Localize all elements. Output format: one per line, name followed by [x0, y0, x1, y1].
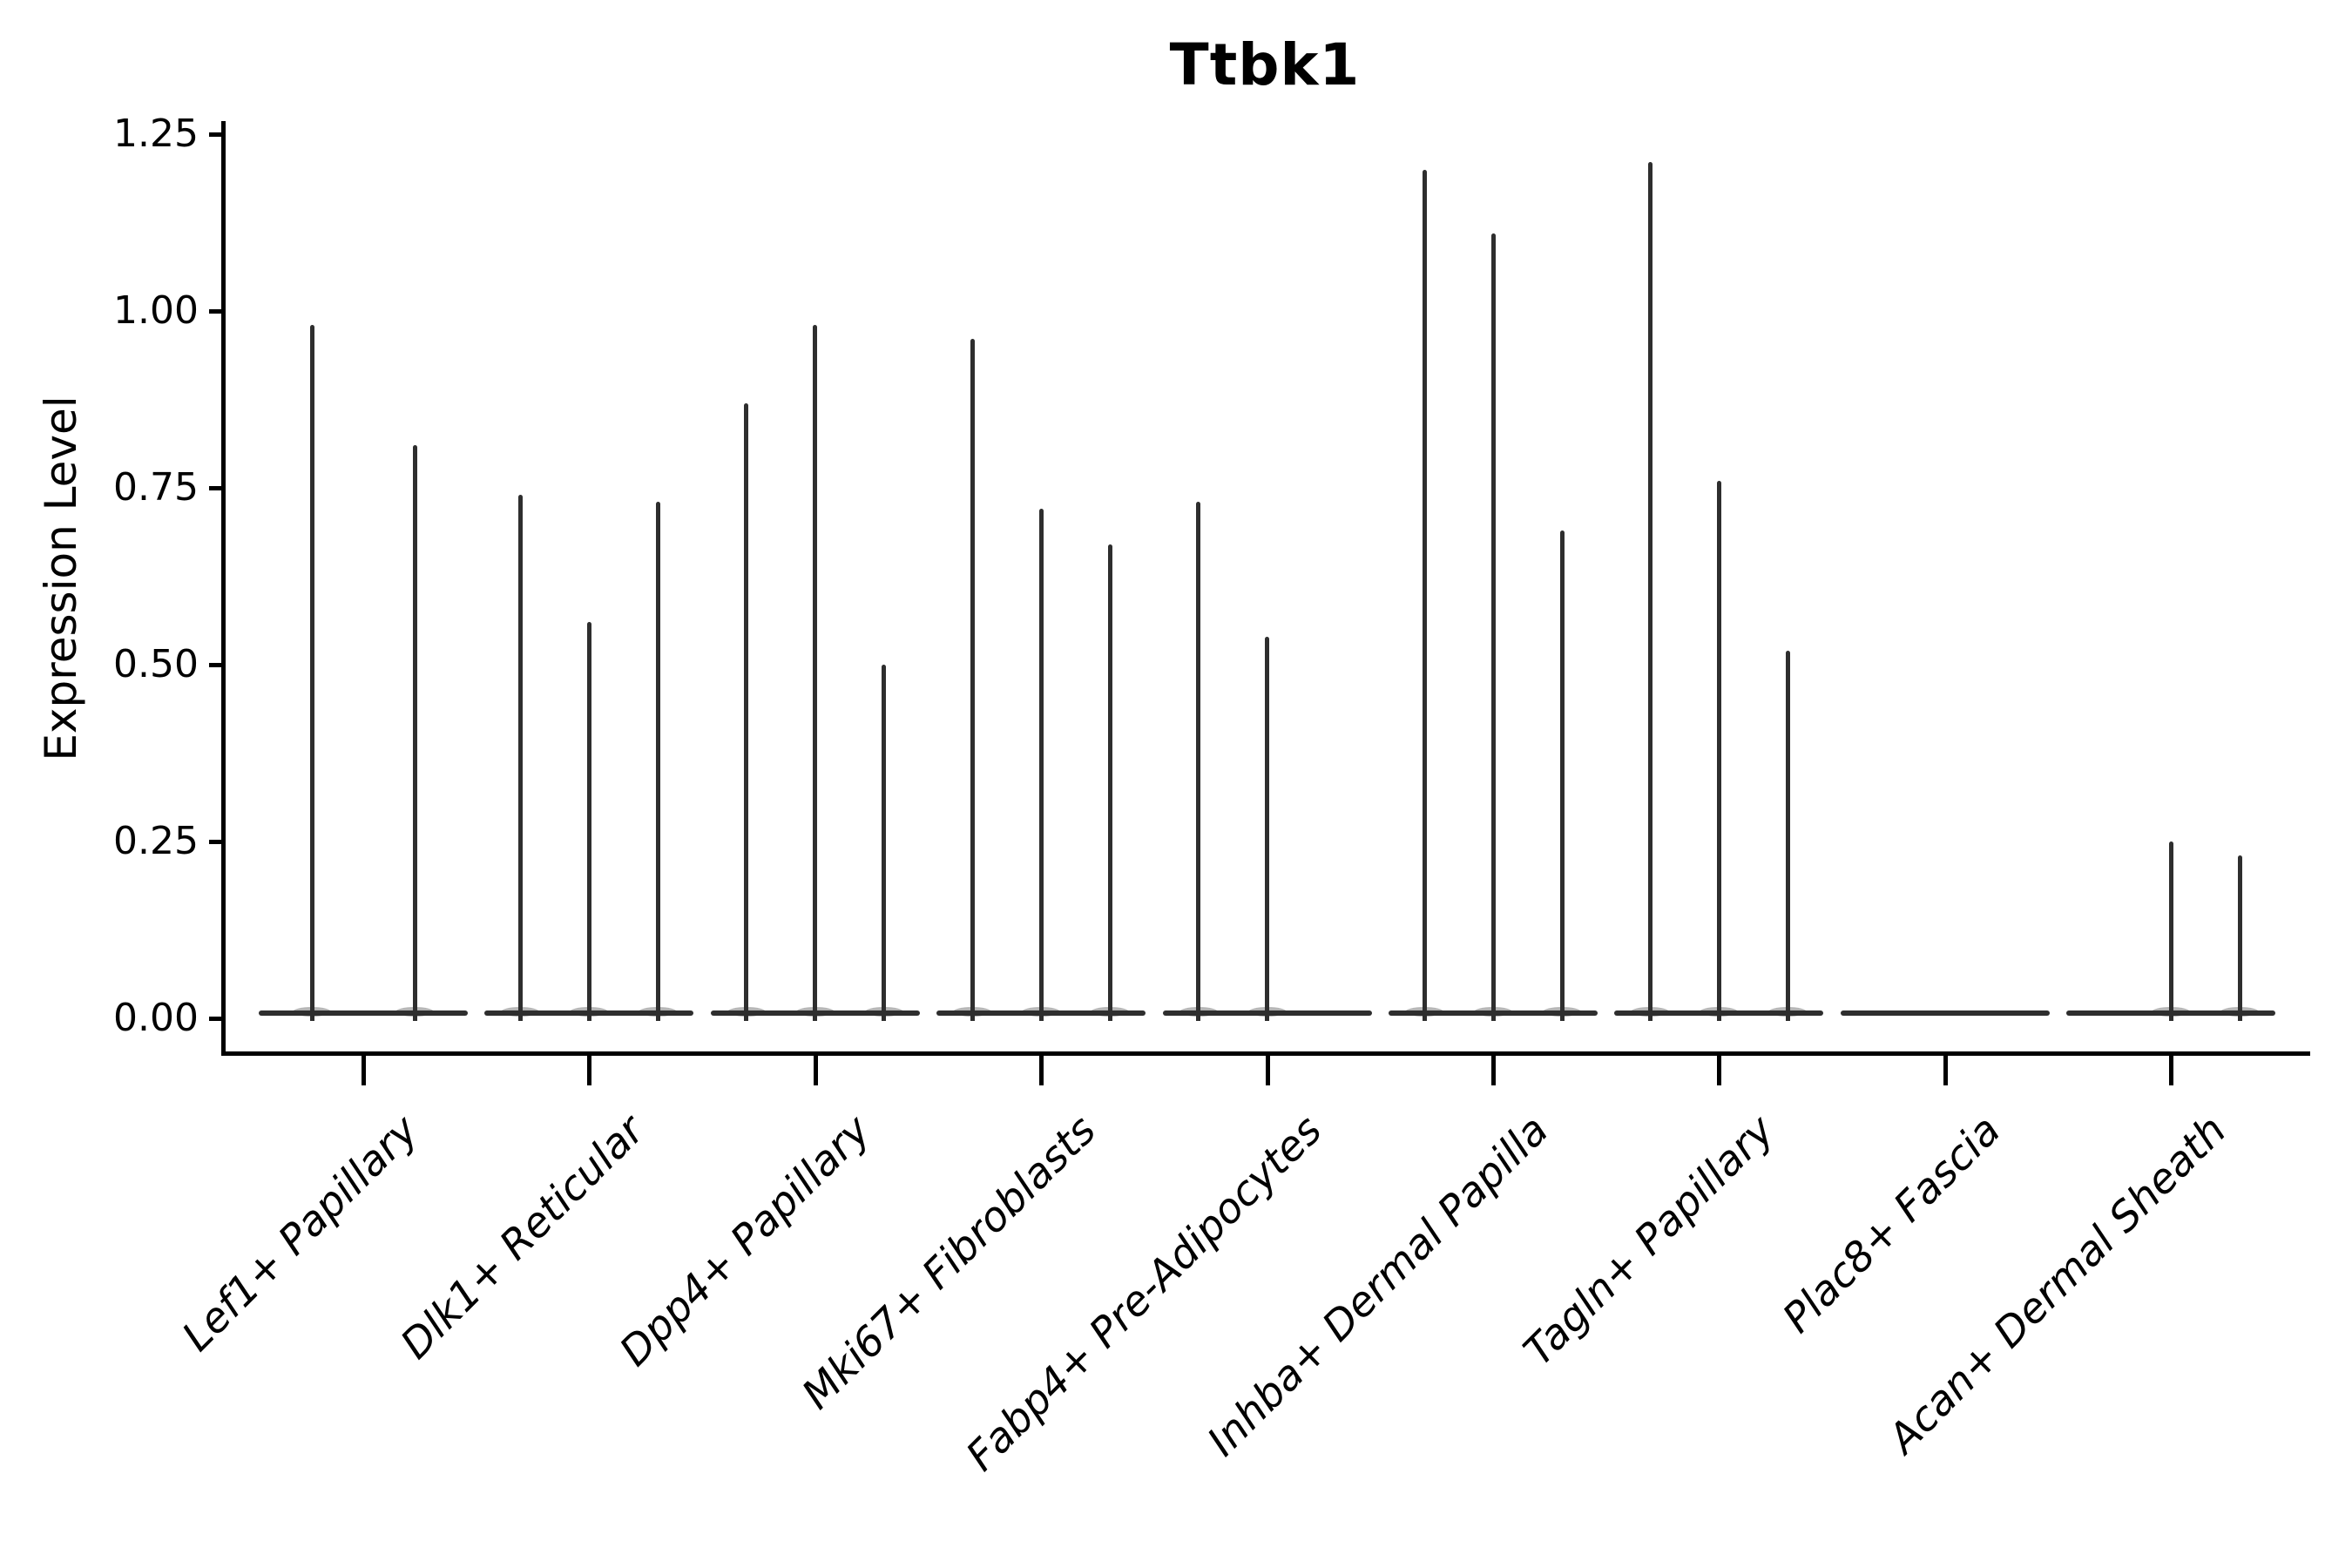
- y-tick-label: 0.00: [113, 996, 199, 1040]
- violin-baseline: [1840, 1010, 2050, 1016]
- violin-spike: [1038, 509, 1044, 1021]
- violin-spike: [517, 495, 523, 1021]
- y-axis-spine: [221, 121, 226, 1056]
- violin-spike: [813, 325, 818, 1021]
- x-axis-spine: [221, 1051, 2310, 1056]
- x-tick: [362, 1056, 366, 1085]
- violin-spike: [1559, 530, 1565, 1021]
- x-tick: [1491, 1056, 1496, 1085]
- violin-spike: [412, 445, 417, 1021]
- x-tick: [1039, 1056, 1044, 1085]
- y-tick: [209, 309, 225, 314]
- x-tick: [1717, 1056, 1722, 1085]
- x-tick: [1943, 1056, 1948, 1085]
- y-tick-label: 0.25: [113, 819, 199, 863]
- x-tick-label: Fabp4+ Pre-Adipocytes: [957, 1106, 1332, 1481]
- x-tick: [587, 1056, 592, 1085]
- y-tick-label: 0.75: [113, 465, 199, 510]
- y-tick: [209, 132, 225, 137]
- x-tick-label: Tagln+ Papillary: [1514, 1106, 1784, 1375]
- x-tick: [2169, 1056, 2174, 1085]
- violin-spike: [744, 402, 749, 1021]
- violin-spike: [1647, 162, 1652, 1021]
- violin-spike: [882, 665, 887, 1021]
- violin-spike: [2168, 841, 2173, 1021]
- y-tick: [209, 840, 225, 844]
- y-tick: [209, 1017, 225, 1021]
- violin-spike: [309, 325, 314, 1021]
- chart-title: Ttbk1: [1169, 31, 1361, 98]
- violin-spike: [1490, 233, 1496, 1021]
- violin-spike: [1716, 480, 1721, 1021]
- violin-spike: [970, 339, 975, 1021]
- y-tick-label: 1.00: [113, 288, 199, 333]
- x-tick-label: Plac8+ Fascia: [1773, 1106, 2010, 1343]
- x-tick-label: Dpp4+ Papillary: [610, 1106, 880, 1376]
- violin-baseline: [259, 1010, 468, 1016]
- y-tick: [209, 663, 225, 667]
- violin-spike: [1785, 650, 1790, 1021]
- violin-spike: [2237, 855, 2242, 1021]
- violin-spike: [1265, 636, 1270, 1021]
- y-tick-label: 0.50: [113, 642, 199, 686]
- violin-spike: [586, 622, 591, 1021]
- violin-spike: [1422, 169, 1427, 1021]
- x-tick-label: Lef1+ Papillary: [172, 1106, 428, 1362]
- violin-spike: [655, 502, 660, 1021]
- y-tick: [209, 486, 225, 490]
- x-tick: [1265, 1056, 1270, 1085]
- x-tick-label: Dlk1+ Reticular: [391, 1106, 654, 1369]
- x-tick: [813, 1056, 818, 1085]
- y-tick-label: 1.25: [113, 112, 199, 156]
- violin-spike: [1107, 544, 1112, 1021]
- violin-spike: [1196, 502, 1201, 1021]
